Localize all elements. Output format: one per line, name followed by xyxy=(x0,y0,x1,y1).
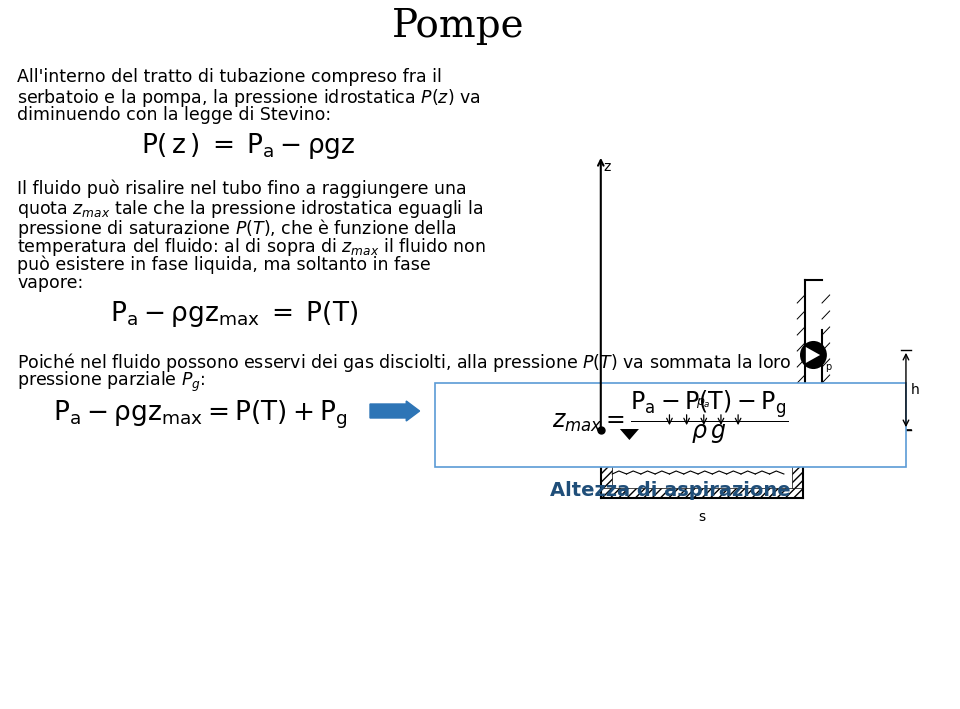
Text: serbatoio e la pompa, la pressione idrostatica $P(z)$ va: serbatoio e la pompa, la pressione idros… xyxy=(17,87,481,109)
Text: z: z xyxy=(604,160,611,174)
Circle shape xyxy=(801,342,826,368)
Text: vapore:: vapore: xyxy=(17,274,84,292)
Text: $\mathrm{P(\,z\,)\;=\;P_a - \rho gz}$: $\mathrm{P(\,z\,)\;=\;P_a - \rho gz}$ xyxy=(141,131,355,161)
Polygon shape xyxy=(805,347,820,363)
Text: Pompe: Pompe xyxy=(392,8,524,45)
Text: Poiché nel fluido possono esservi dei gas disciolti, alla pressione $P(T)$ va so: Poiché nel fluido possono esservi dei ga… xyxy=(17,351,792,374)
Polygon shape xyxy=(620,429,639,440)
Text: $p_a$: $p_a$ xyxy=(696,396,711,410)
Text: $\mathrm{P_a - \rho gz_{max} = P(T) + P_g}$: $\mathrm{P_a - \rho gz_{max} = P(T) + P_… xyxy=(53,399,348,431)
Text: diminuendo con la legge di Stevino:: diminuendo con la legge di Stevino: xyxy=(17,106,331,124)
Text: s: s xyxy=(698,510,706,524)
Text: temperatura del fluido: al di sopra di $z_{max}$ il fluido non: temperatura del fluido: al di sopra di $… xyxy=(17,236,486,258)
Bar xyxy=(601,430,612,498)
Text: quota $z_{max}$ tale che la pressione idrostatica eguagli la: quota $z_{max}$ tale che la pressione id… xyxy=(17,198,483,220)
Text: $\mathrm{P_a - \rho gz_{max}\;=\;P(T)}$: $\mathrm{P_a - \rho gz_{max}\;=\;P(T)}$ xyxy=(109,299,358,329)
Text: p: p xyxy=(825,362,831,372)
FancyBboxPatch shape xyxy=(435,383,906,467)
Bar xyxy=(601,488,803,498)
Text: può esistere in fase liquida, ma soltanto in fase: può esistere in fase liquida, ma soltant… xyxy=(17,255,431,274)
Text: Il fluido può risalire nel tubo fino a raggiungere una: Il fluido può risalire nel tubo fino a r… xyxy=(17,179,467,198)
Text: pressione parziale $P_g$:: pressione parziale $P_g$: xyxy=(17,370,205,394)
Text: Altezza di aspirazione: Altezza di aspirazione xyxy=(550,481,791,500)
Text: h: h xyxy=(911,383,920,397)
Text: $z_{max} = \dfrac{\mathrm{P_a - P(T) - P_g}}{\rho\, g}$: $z_{max} = \dfrac{\mathrm{P_a - P(T) - P… xyxy=(552,389,788,446)
Text: All'interno del tratto di tubazione compreso fra il: All'interno del tratto di tubazione comp… xyxy=(17,68,442,86)
FancyArrow shape xyxy=(370,401,420,421)
Text: pressione di saturazione $P(T)$, che è funzione della: pressione di saturazione $P(T)$, che è f… xyxy=(17,217,456,240)
Bar xyxy=(791,430,803,498)
